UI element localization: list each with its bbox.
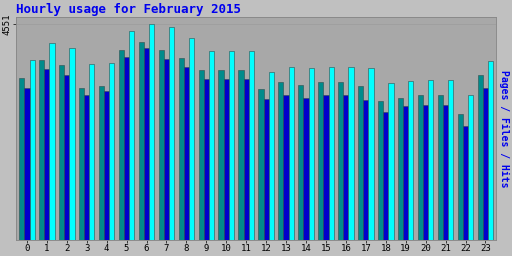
Bar bbox=[99, 86, 104, 240]
Bar bbox=[249, 51, 254, 240]
Bar bbox=[363, 100, 369, 240]
Bar bbox=[239, 70, 244, 240]
Bar bbox=[344, 95, 349, 240]
Bar bbox=[89, 65, 95, 240]
Text: Hourly usage for February 2015: Hourly usage for February 2015 bbox=[16, 3, 241, 16]
Bar bbox=[338, 82, 344, 240]
Bar bbox=[39, 60, 44, 240]
Bar bbox=[488, 61, 493, 240]
Bar bbox=[19, 78, 24, 240]
Bar bbox=[304, 98, 309, 240]
Bar bbox=[224, 79, 229, 240]
Bar bbox=[408, 81, 414, 240]
Bar bbox=[289, 67, 294, 240]
Bar bbox=[458, 114, 463, 240]
Bar bbox=[59, 65, 64, 240]
Bar bbox=[69, 48, 75, 240]
Bar bbox=[403, 106, 408, 240]
Bar bbox=[309, 68, 314, 240]
Bar bbox=[184, 67, 189, 240]
Bar bbox=[244, 79, 249, 240]
Bar bbox=[448, 80, 453, 240]
Bar bbox=[179, 58, 184, 240]
Bar bbox=[139, 42, 144, 240]
Bar bbox=[219, 70, 224, 240]
Bar bbox=[104, 91, 109, 240]
Bar bbox=[30, 60, 35, 240]
Bar bbox=[378, 101, 383, 240]
Bar bbox=[199, 70, 204, 240]
Bar bbox=[264, 99, 269, 240]
Bar bbox=[389, 83, 394, 240]
Bar bbox=[79, 88, 84, 240]
Bar bbox=[149, 24, 154, 240]
Bar bbox=[84, 95, 89, 240]
Bar bbox=[443, 105, 448, 240]
Bar bbox=[418, 95, 423, 240]
Bar bbox=[204, 79, 209, 240]
Bar bbox=[438, 95, 443, 240]
Bar bbox=[269, 71, 274, 240]
Bar bbox=[279, 82, 284, 240]
Bar bbox=[229, 51, 234, 240]
Bar bbox=[383, 112, 389, 240]
Bar bbox=[318, 82, 324, 240]
Bar bbox=[478, 75, 483, 240]
Bar bbox=[164, 59, 169, 240]
Bar bbox=[64, 75, 69, 240]
Bar bbox=[209, 51, 214, 240]
Bar bbox=[159, 50, 164, 240]
Bar bbox=[50, 43, 55, 240]
Bar bbox=[129, 31, 134, 240]
Bar bbox=[119, 50, 124, 240]
Bar bbox=[463, 126, 468, 240]
Bar bbox=[423, 105, 428, 240]
Bar bbox=[483, 88, 488, 240]
Bar bbox=[169, 27, 174, 240]
Bar bbox=[44, 69, 50, 240]
Bar bbox=[428, 80, 434, 240]
Bar bbox=[109, 63, 114, 240]
Bar bbox=[24, 88, 30, 240]
Y-axis label: Pages / Files / Hits: Pages / Files / Hits bbox=[499, 70, 509, 187]
Bar bbox=[298, 85, 304, 240]
Bar bbox=[284, 95, 289, 240]
Bar bbox=[358, 86, 363, 240]
Bar bbox=[468, 95, 473, 240]
Bar bbox=[259, 89, 264, 240]
Bar bbox=[329, 67, 334, 240]
Bar bbox=[369, 68, 374, 240]
Bar bbox=[324, 95, 329, 240]
Bar bbox=[398, 98, 403, 240]
Bar bbox=[124, 57, 129, 240]
Bar bbox=[349, 67, 354, 240]
Bar bbox=[189, 38, 194, 240]
Bar bbox=[144, 48, 149, 240]
